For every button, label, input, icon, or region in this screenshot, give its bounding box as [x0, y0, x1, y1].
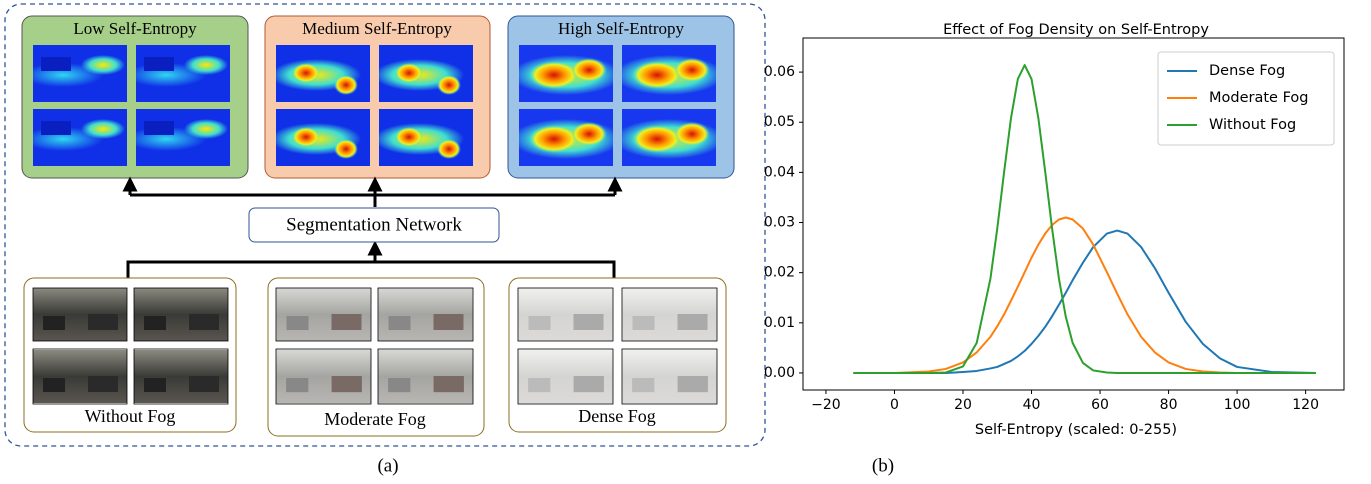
- photo: [622, 288, 717, 341]
- x-axis-label: Self-Entropy (scaled: 0-255): [975, 422, 1177, 438]
- network-label: Segmentation Network: [286, 214, 462, 235]
- photo: [378, 349, 473, 404]
- panel-label: Medium Self-Entropy: [302, 19, 452, 38]
- heatmap: [519, 109, 613, 166]
- photo: [518, 288, 613, 341]
- y-tick-label: 0.03: [764, 215, 795, 231]
- x-tick-label: 40: [1023, 397, 1041, 413]
- chart-title: Effect of Fog Density on Self-Entropy: [943, 22, 1209, 38]
- photo: [134, 288, 228, 341]
- legend-box: [1157, 51, 1335, 146]
- photo-border: [133, 287, 229, 342]
- x-tick-label: 20: [954, 397, 972, 413]
- legend-label: Without Fog: [1209, 117, 1296, 133]
- heatmap: [622, 45, 716, 102]
- chart: Effect of Fog Density on Self-Entropy Se…: [764, 22, 1345, 476]
- heatmap: [136, 45, 230, 102]
- heatmap: [379, 109, 473, 166]
- photo: [33, 350, 127, 403]
- heatmap: [33, 109, 127, 166]
- y-tick-label: 0.06: [764, 64, 795, 80]
- photo-border: [32, 287, 128, 342]
- y-tick-label: 0.04: [764, 164, 795, 180]
- series-line: [853, 64, 1316, 374]
- x-tick-label: 60: [1091, 397, 1109, 413]
- heatmap: [519, 45, 613, 102]
- series-line: [853, 229, 1316, 374]
- photo: [378, 288, 473, 341]
- y-tick-label: 0.01: [764, 315, 795, 331]
- panel-label: High Self-Entropy: [558, 19, 685, 38]
- y-tick-label: 0.00: [764, 365, 795, 381]
- heatmap: [622, 109, 716, 166]
- heatmap: [276, 109, 370, 166]
- photo: [518, 349, 613, 404]
- photo-border: [275, 287, 372, 342]
- photo: [622, 349, 717, 404]
- photo: [276, 288, 371, 341]
- photo-border: [275, 348, 372, 405]
- network-box: [248, 207, 500, 243]
- input-label: Dense Fog: [578, 406, 656, 426]
- heatmap: [276, 45, 370, 102]
- x-tick-label: 80: [1160, 397, 1178, 413]
- diagram: Low Self-Entropy Medium Self-Entropy Hig…: [4, 3, 766, 476]
- panel-label: Low Self-Entropy: [73, 19, 197, 38]
- y-tick-label: 0.05: [764, 114, 795, 130]
- photo-border: [377, 287, 474, 342]
- photo-border: [621, 287, 718, 342]
- input-label: Moderate Fog: [324, 409, 425, 429]
- heatmap: [379, 45, 473, 102]
- photo: [276, 349, 371, 404]
- series-line: [853, 216, 1316, 374]
- photo: [33, 288, 127, 341]
- connector: [126, 260, 616, 278]
- frame: [4, 3, 766, 447]
- photo: [134, 350, 228, 403]
- arrows: [122, 176, 623, 278]
- photo-border: [133, 348, 229, 405]
- photo-border: [517, 348, 614, 405]
- legend-label: Moderate Fog: [1209, 90, 1308, 106]
- x-tick-label: −20: [811, 397, 841, 413]
- caption: (a): [377, 455, 398, 476]
- legend-label: Dense Fog: [1209, 63, 1285, 79]
- plot-frame: [802, 37, 1345, 391]
- photo-border: [517, 287, 614, 342]
- input-label: Without Fog: [85, 406, 176, 426]
- caption: (b): [872, 455, 894, 476]
- photo-border: [377, 348, 474, 405]
- photo-border: [621, 348, 718, 405]
- x-tick-label: 100: [1224, 397, 1251, 413]
- photo-border: [32, 348, 128, 405]
- x-tick-label: 0: [890, 397, 899, 413]
- x-tick-label: 120: [1292, 397, 1319, 413]
- heatmap: [33, 45, 127, 102]
- heatmap: [136, 109, 230, 166]
- y-tick-label: 0.02: [764, 265, 795, 281]
